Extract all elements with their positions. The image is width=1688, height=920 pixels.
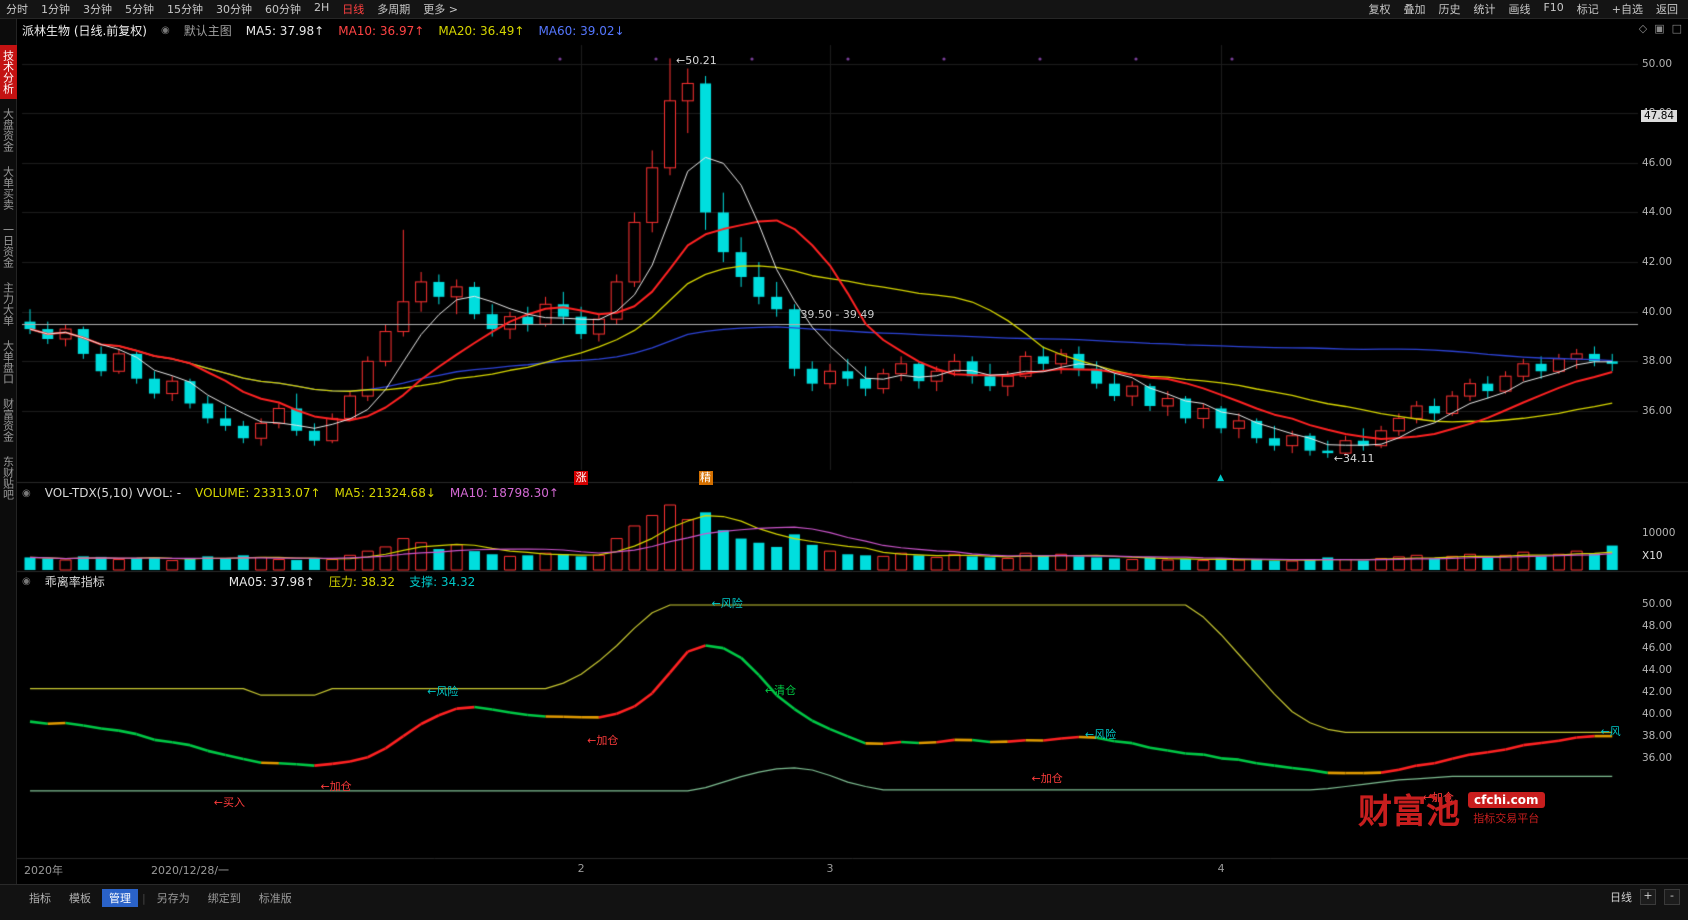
stock-title[interactable]: 派林生物 (日线.前复权) (22, 24, 147, 38)
period-label[interactable]: 日线 (1610, 891, 1632, 904)
volume-ma10-value: MA10: 18798.30↑ (449, 486, 559, 500)
window-icons: ◇ ▣ □ (1639, 22, 1682, 35)
sidebar-item[interactable]: 技术分析 (0, 45, 17, 99)
sidebar-item[interactable]: 大盘资金 (1, 108, 15, 152)
pressure-value: 压力: 38.32 (328, 575, 396, 589)
watermark-tagline: 指标交易平台 (1473, 811, 1540, 825)
menu-item[interactable]: 复权 (1368, 3, 1391, 16)
sidebar-item[interactable]: 财富资金 (1, 398, 15, 442)
menu-item[interactable]: 30分钟 (216, 3, 252, 16)
menu-item[interactable]: 分时 (6, 3, 28, 16)
sidebar-item[interactable]: 大单盘口 (1, 340, 15, 384)
toolbar-item[interactable]: 绑定到 (207, 892, 241, 905)
main-chart-header: 派林生物 (日线.前复权) ◉ 默认主图 MA5: 37.98↑ MA10: 3… (22, 22, 625, 39)
menu-item[interactable]: 日线 (342, 3, 365, 16)
ma5-value: MA5: 37.98↑ (245, 23, 325, 38)
toolbar-item[interactable]: 另存为 (156, 892, 190, 905)
sidebar-item[interactable]: 一日资金 (1, 224, 15, 268)
menu-item[interactable]: 画线 (1508, 3, 1531, 16)
watermark: 财富池 cfchi.com 指标交易平台 (1358, 784, 1545, 833)
period-menu: 分时 1分钟 3分钟 5分钟 15分钟 30分钟 60分钟 2H 日线 多周期 更多 > (0, 1, 458, 17)
support-value: 支撑: 34.32 (409, 575, 476, 589)
toolbar-item[interactable]: 标准版 (258, 892, 292, 905)
ma10-value: MA10: 36.97↑ (338, 23, 425, 38)
toolbar-tab[interactable]: 指标 (29, 892, 51, 905)
bias-pane-header: ◉ 乖离率指标 MA05: 37.98↑ 压力: 38.32 支撑: 34.32 (22, 573, 475, 590)
volume-value: VOLUME: 23313.07↑ (195, 486, 321, 500)
bottom-toolbar: 指标 模板 管理 | 另存为 绑定到 标准版 日线 + - (0, 884, 1688, 920)
sidebar-item[interactable]: 东财贴吧 (1, 456, 15, 500)
bias-indicator-name[interactable]: 乖离率指标 (44, 575, 105, 589)
toolbar-tab[interactable]: 管理 (102, 889, 138, 907)
toolbar-right: 日线 + - (1610, 889, 1680, 905)
volume-indicator-name[interactable]: VOL-TDX(5,10) VVOL: - (44, 486, 182, 500)
preset-label[interactable]: 默认主图 (183, 24, 232, 38)
menu-item[interactable]: 3分钟 (83, 3, 112, 16)
preset-circle-icon: ◉ (161, 25, 170, 36)
watermark-domain-badge: cfchi.com (1468, 791, 1545, 808)
separator: | (142, 891, 146, 905)
menu-item[interactable]: 1分钟 (41, 3, 70, 16)
sidebar-item[interactable]: 主力大单 (1, 282, 15, 326)
menu-item[interactable]: 15分钟 (167, 3, 203, 16)
menu-item[interactable]: 多周期 (377, 3, 411, 16)
tools-menu: 复权 叠加 历史 统计 画线 F10 标记 +自选 返回 (1368, 1, 1688, 17)
toolbar-tabs: 指标 模板 管理 | 另存为 绑定到 标准版 (22, 889, 299, 907)
collapse-circle-icon[interactable]: ◉ (22, 576, 31, 587)
toolbar-tab[interactable]: 模板 (69, 892, 91, 905)
diamond-icon[interactable]: ◇ (1638, 22, 1648, 35)
volume-pane-header: ◉ VOL-TDX(5,10) VVOL: - VOLUME: 23313.07… (22, 486, 559, 500)
zoom-out-button[interactable]: - (1664, 889, 1680, 905)
overlay-window-icon[interactable]: ▣ (1654, 22, 1665, 35)
menu-item[interactable]: +自选 (1611, 3, 1643, 16)
menu-item[interactable]: 标记 (1576, 3, 1599, 16)
menu-item[interactable]: F10 (1543, 1, 1564, 14)
top-menu-bar: 分时 1分钟 3分钟 5分钟 15分钟 30分钟 60分钟 2H 日线 多周期 更多 > 复权 叠加历… (0, 0, 1688, 19)
menu-item[interactable]: 5分钟 (125, 3, 154, 16)
ma60-value: MA60: 39.02↓ (538, 23, 625, 38)
watermark-brand: 财富池 (1358, 792, 1460, 832)
left-sidebar: 技术分析大盘资金大单买卖一日资金主力大单大单盘口财富资金东财贴吧 (0, 19, 17, 920)
menu-item[interactable]: 返回 (1656, 3, 1678, 16)
bias-ma05-value: MA05: 37.98↑ (228, 574, 315, 589)
volume-ma5-value: MA5: 21324.68↓ (334, 486, 436, 500)
menu-item[interactable]: 60分钟 (265, 3, 301, 16)
sidebar-item[interactable]: 大单买卖 (1, 166, 15, 210)
menu-item[interactable]: 统计 (1473, 3, 1496, 16)
zoom-in-button[interactable]: + (1640, 889, 1656, 905)
ma20-value: MA20: 36.49↑ (438, 23, 525, 38)
menu-item[interactable]: 历史 (1438, 3, 1461, 16)
collapse-circle-icon[interactable]: ◉ (22, 487, 31, 499)
menu-item[interactable]: 叠加 (1403, 3, 1426, 16)
menu-item[interactable]: 2H (314, 1, 330, 14)
menu-item[interactable]: 更多 > (423, 3, 458, 16)
maximize-icon[interactable]: □ (1671, 22, 1682, 35)
